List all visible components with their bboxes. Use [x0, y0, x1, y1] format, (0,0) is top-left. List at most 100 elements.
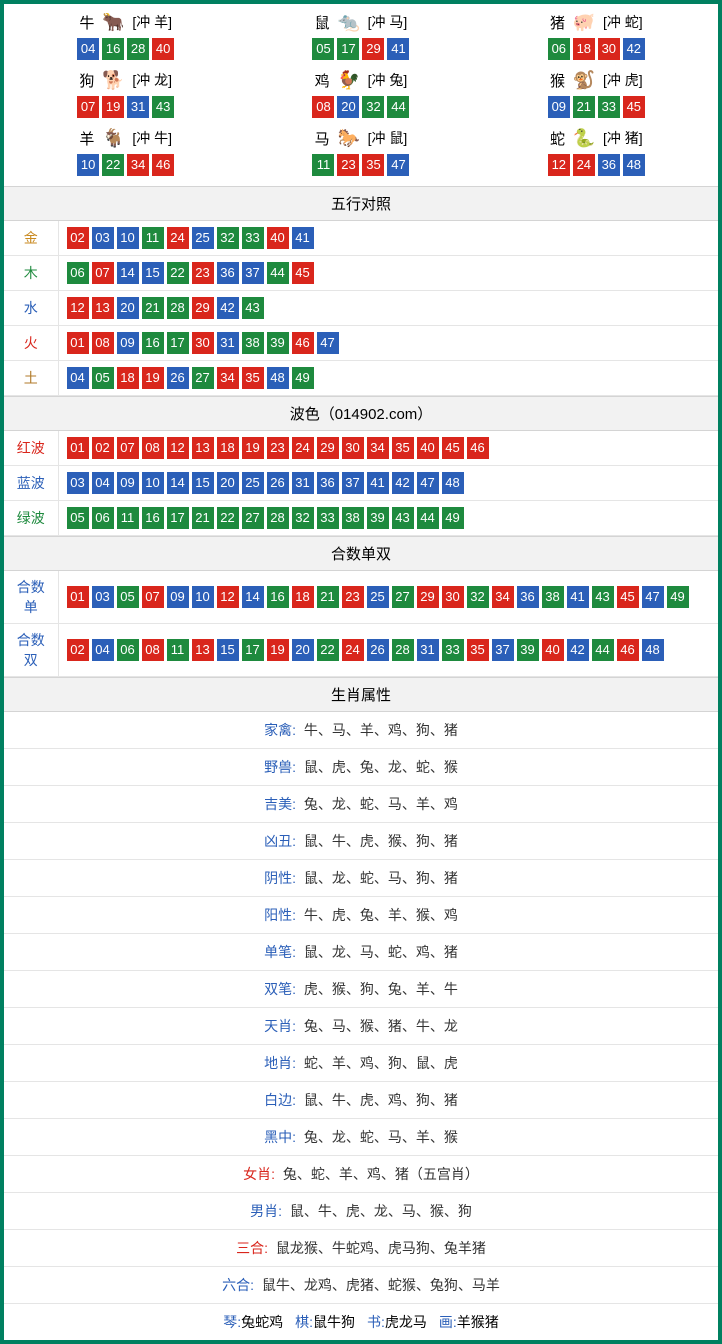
table-row: 红波0102070812131819232429303435404546 [4, 431, 718, 466]
attr-value: 兔、龙、蛇、马、羊、猴 [300, 1129, 458, 1145]
number-badge: 07 [142, 586, 164, 608]
number-badge: 23 [337, 154, 359, 176]
number-badge: 48 [623, 154, 645, 176]
row-numbers: 1213202128294243 [58, 291, 718, 326]
number-badge: 41 [367, 472, 389, 494]
number-badge: 10 [117, 227, 139, 249]
zodiac-numbers: 06183042 [483, 38, 710, 60]
number-badge: 47 [417, 472, 439, 494]
attr-label: 六合: [222, 1277, 254, 1293]
attr-row: 阳性: 牛、虎、兔、羊、猴、鸡 [4, 897, 718, 934]
attr-label: 女肖: [243, 1166, 275, 1182]
zodiac-cell: 狗🐕[冲 龙]07193143 [12, 68, 239, 118]
attr-label: 黑中: [264, 1129, 296, 1145]
bottom-label: 琴: [223, 1314, 241, 1330]
number-badge: 32 [217, 227, 239, 249]
number-badge: 38 [342, 507, 364, 529]
number-badge: 24 [292, 437, 314, 459]
zodiac-icon: 🐖 [567, 10, 601, 34]
attr-label: 阳性: [264, 907, 296, 923]
zodiac-numbers: 11233547 [247, 154, 474, 176]
zodiac-icon: 🐒 [567, 68, 601, 92]
number-badge: 45 [442, 437, 464, 459]
number-badge: 34 [367, 437, 389, 459]
number-badge: 20 [292, 639, 314, 661]
number-badge: 46 [467, 437, 489, 459]
row-numbers: 04051819262734354849 [58, 361, 718, 396]
attr-row: 单笔: 鼠、龙、马、蛇、鸡、猪 [4, 934, 718, 971]
number-badge: 22 [167, 262, 189, 284]
number-badge: 40 [152, 38, 174, 60]
number-badge: 08 [142, 437, 164, 459]
number-badge: 20 [337, 96, 359, 118]
attr-value: 兔、马、猴、猪、牛、龙 [300, 1018, 458, 1034]
number-badge: 23 [192, 262, 214, 284]
row-numbers: 0102070812131819232429303435404546 [58, 431, 718, 466]
bottom-label: 棋: [295, 1314, 313, 1330]
number-badge: 04 [67, 367, 89, 389]
zodiac-numbers: 10223446 [12, 154, 239, 176]
number-badge: 22 [317, 639, 339, 661]
attr-value: 鼠、虎、兔、龙、蛇、猴 [300, 759, 458, 775]
number-badge: 36 [217, 262, 239, 284]
number-badge: 11 [142, 227, 164, 249]
number-badge: 47 [387, 154, 409, 176]
attr-row: 男肖: 鼠、牛、虎、龙、马、猴、狗 [4, 1193, 718, 1230]
row-label: 红波 [4, 431, 58, 466]
number-badge: 28 [127, 38, 149, 60]
number-badge: 34 [217, 367, 239, 389]
number-badge: 36 [317, 472, 339, 494]
number-badge: 45 [292, 262, 314, 284]
number-badge: 32 [362, 96, 384, 118]
number-badge: 28 [267, 507, 289, 529]
zodiac-cell: 蛇🐍[冲 猪]12243648 [483, 126, 710, 176]
number-badge: 43 [392, 507, 414, 529]
number-badge: 31 [417, 639, 439, 661]
number-badge: 30 [442, 586, 464, 608]
attr-label: 白边: [264, 1092, 296, 1108]
zodiac-icon: 🐓 [332, 68, 366, 92]
row-label: 金 [4, 221, 58, 256]
number-badge: 13 [192, 437, 214, 459]
number-badge: 40 [417, 437, 439, 459]
number-badge: 29 [317, 437, 339, 459]
number-badge: 16 [102, 38, 124, 60]
zodiac-cell: 牛🐂[冲 羊]04162840 [12, 10, 239, 60]
number-badge: 16 [267, 586, 289, 608]
zodiac-numbers: 05172941 [247, 38, 474, 60]
bose-table: 红波0102070812131819232429303435404546蓝波03… [4, 431, 718, 536]
bottom-value: 羊猴猪 [457, 1314, 499, 1330]
number-badge: 10 [142, 472, 164, 494]
number-badge: 46 [617, 639, 639, 661]
zodiac-numbers: 08203244 [247, 96, 474, 118]
number-badge: 07 [77, 96, 99, 118]
number-badge: 45 [623, 96, 645, 118]
number-badge: 13 [92, 297, 114, 319]
number-badge: 11 [312, 154, 334, 176]
number-badge: 13 [192, 639, 214, 661]
number-badge: 46 [152, 154, 174, 176]
attr-value: 鼠、牛、虎、鸡、狗、猪 [300, 1092, 458, 1108]
attr-value: 蛇、羊、鸡、狗、鼠、虎 [300, 1055, 458, 1071]
number-badge: 12 [217, 586, 239, 608]
attr-label: 单笔: [264, 944, 296, 960]
number-badge: 06 [67, 262, 89, 284]
number-badge: 38 [242, 332, 264, 354]
number-badge: 02 [67, 227, 89, 249]
section-wuxing-header: 五行对照 [4, 186, 718, 221]
table-row: 合数双0204060811131517192022242628313335373… [4, 624, 718, 677]
number-badge: 26 [167, 367, 189, 389]
zodiac-cell: 马🐎[冲 鼠]11233547 [247, 126, 474, 176]
attr-value: 兔、蛇、羊、鸡、猪（五宫肖） [279, 1166, 479, 1182]
zodiac-name: 狗 [79, 70, 94, 91]
number-badge: 07 [117, 437, 139, 459]
number-badge: 41 [387, 38, 409, 60]
wuxing-table: 金02031011242532334041木060714152223363744… [4, 221, 718, 396]
attr-row: 野兽: 鼠、虎、兔、龙、蛇、猴 [4, 749, 718, 786]
number-badge: 15 [217, 639, 239, 661]
bottom-group: 书:虎龙马 [367, 1314, 427, 1330]
number-badge: 30 [598, 38, 620, 60]
number-badge: 16 [142, 507, 164, 529]
number-badge: 41 [292, 227, 314, 249]
zodiac-numbers: 09213345 [483, 96, 710, 118]
